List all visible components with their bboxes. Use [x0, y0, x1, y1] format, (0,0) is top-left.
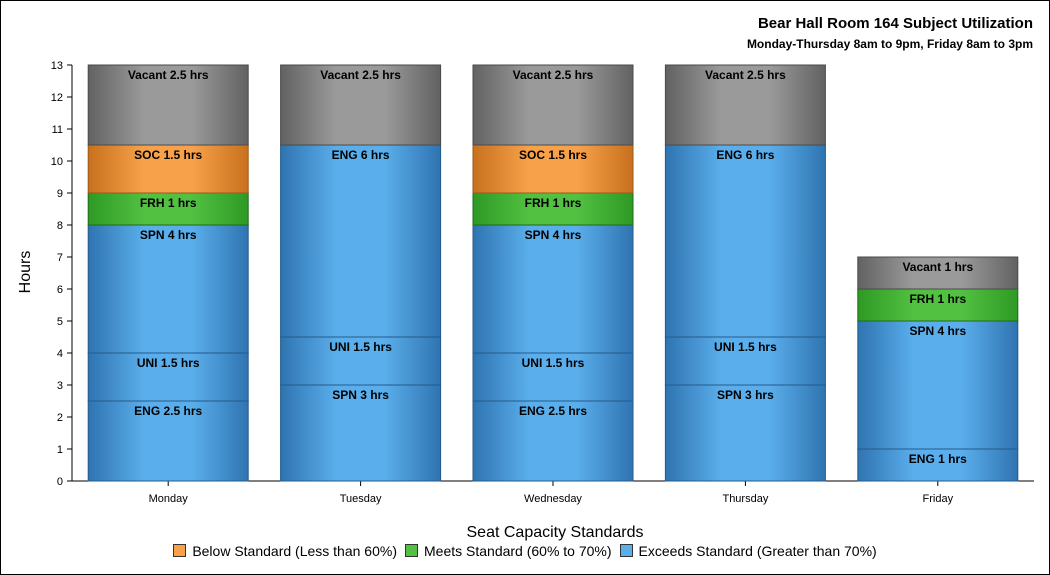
bar-segment [857, 448, 1019, 482]
segment-label: SOC 1.5 hrs [519, 148, 587, 162]
y-tick-label: 8 [57, 220, 63, 232]
x-tick-label: Friday [923, 493, 954, 505]
bar-segment [280, 336, 442, 386]
segment-label: ENG 2.5 hrs [134, 404, 202, 418]
segment-label: SPN 4 hrs [140, 228, 197, 242]
legend-label: Meets Standard (60% to 70%) [424, 543, 612, 559]
bar-segment [664, 384, 826, 482]
legend-item: Exceeds Standard (Greater than 70%) [619, 543, 877, 559]
bar-segment [87, 224, 249, 354]
segment-label: FRH 1 hrs [525, 196, 582, 210]
legend-item: Below Standard (Less than 60%) [173, 543, 397, 559]
y-tick-label: 5 [57, 316, 63, 328]
bar-segment [87, 64, 249, 146]
segment-label: SOC 1.5 hrs [134, 148, 202, 162]
bar-segment [472, 352, 634, 402]
segment-label: ENG 1 hrs [909, 452, 967, 466]
chart-title: Bear Hall Room 164 Subject Utilization [758, 15, 1033, 32]
bar-segment [280, 384, 442, 482]
y-tick-label: 12 [51, 92, 63, 104]
segment-label: FRH 1 hrs [140, 196, 197, 210]
bar-segment [857, 256, 1019, 290]
legend-item: Meets Standard (60% to 70%) [405, 543, 612, 559]
segment-label: ENG 2.5 hrs [519, 404, 587, 418]
legend-swatch [173, 544, 187, 557]
bar-segment [87, 192, 249, 226]
bar-segment [664, 64, 826, 146]
bar-segment [472, 400, 634, 482]
x-tick-label: Thursday [722, 493, 768, 505]
y-tick-label: 6 [57, 284, 63, 296]
segment-label: UNI 1.5 hrs [522, 356, 585, 370]
segment-label: SPN 4 hrs [909, 324, 966, 338]
bar-segment [857, 320, 1019, 450]
segment-label: Vacant 2.5 hrs [320, 68, 401, 82]
y-tick-label: 7 [57, 252, 63, 264]
bar-segment [87, 144, 249, 194]
segment-label: Vacant 2.5 hrs [513, 68, 594, 82]
y-tick-label: 13 [51, 60, 63, 72]
y-axis-title: Hours [17, 251, 34, 294]
bar-segment [87, 352, 249, 402]
x-tick-label: Tuesday [340, 493, 382, 505]
legend-label: Exceeds Standard (Greater than 70%) [638, 543, 877, 559]
y-tick-label: 1 [57, 444, 63, 456]
segment-label: SPN 3 hrs [717, 388, 774, 402]
segment-label: Vacant 2.5 hrs [128, 68, 209, 82]
y-tick-label: 3 [57, 380, 63, 392]
bar-segment [472, 224, 634, 354]
chart-subtitle: Monday-Thursday 8am to 9pm, Friday 8am t… [747, 37, 1033, 51]
segment-label: SPN 4 hrs [525, 228, 582, 242]
bar-segment [87, 400, 249, 482]
bar-segment [280, 144, 442, 338]
segment-label: Vacant 2.5 hrs [705, 68, 786, 82]
x-axis-title: Seat Capacity Standards [467, 524, 644, 541]
y-tick-label: 2 [57, 412, 63, 424]
y-tick-label: 4 [57, 348, 63, 360]
bar-segment [472, 64, 634, 146]
bar-segment [472, 192, 634, 226]
bar-segment [664, 144, 826, 338]
legend-swatch [405, 544, 418, 557]
segment-label: Vacant 1 hrs [902, 260, 973, 274]
bar-segment [280, 64, 442, 146]
segment-label: ENG 6 hrs [332, 148, 390, 162]
y-tick-label: 0 [57, 476, 63, 488]
y-tick-label: 9 [57, 188, 63, 200]
legend-label: Below Standard (Less than 60%) [192, 543, 397, 559]
bar-segment [472, 144, 634, 194]
segment-label: FRH 1 hrs [909, 292, 966, 306]
segment-label: ENG 6 hrs [716, 148, 774, 162]
segment-label: UNI 1.5 hrs [329, 340, 392, 354]
segment-label: UNI 1.5 hrs [137, 356, 200, 370]
y-tick-label: 10 [51, 156, 63, 168]
bar-segment [664, 336, 826, 386]
segment-label: UNI 1.5 hrs [714, 340, 777, 354]
x-tick-label: Monday [149, 493, 189, 505]
segment-label: SPN 3 hrs [332, 388, 389, 402]
legend-swatch [619, 544, 633, 557]
y-tick-label: 11 [52, 124, 63, 136]
legend: Below Standard (Less than 60%) Meets Stan… [0, 543, 1050, 559]
x-tick-label: Wednesday [524, 493, 582, 505]
